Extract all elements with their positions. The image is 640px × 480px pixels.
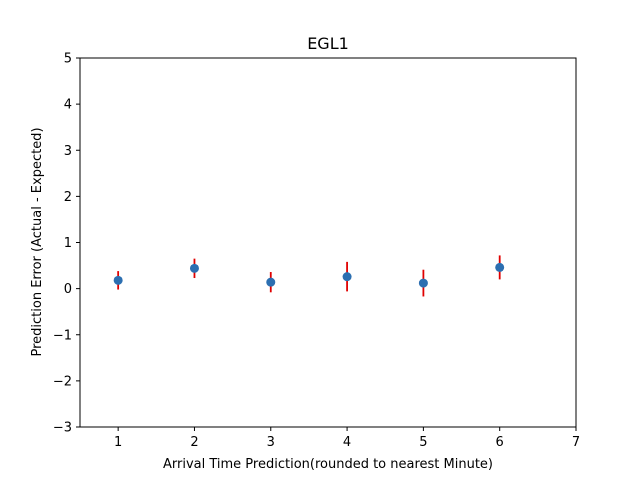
plot-frame <box>79 57 577 428</box>
x-tick-label: 5 <box>419 435 427 450</box>
y-tick-label: −3 <box>53 421 72 436</box>
x-tick-label: 7 <box>572 435 580 450</box>
y-axis: −3 −2 −1 0 1 2 3 4 5 <box>53 52 80 436</box>
x-tick-label: 3 <box>267 435 275 450</box>
y-tick-label: 4 <box>64 98 72 113</box>
errorbar-group <box>117 255 501 297</box>
y-axis-label: Prediction Error (Actual - Expected) <box>30 127 45 356</box>
y-tick-label: 1 <box>64 236 72 251</box>
x-axis: 1 2 3 4 5 6 7 <box>114 427 580 450</box>
data-point <box>418 278 428 288</box>
chart-title: EGL1 <box>307 34 349 53</box>
y-tick-label: −1 <box>53 328 72 343</box>
y-tick-label: −2 <box>53 374 72 389</box>
data-point <box>189 263 199 273</box>
x-tick-label: 2 <box>190 435 198 450</box>
y-tick-label: 3 <box>64 144 72 159</box>
x-axis-label: Arrival Time Prediction(rounded to neare… <box>163 457 493 472</box>
x-tick-label: 1 <box>114 435 122 450</box>
y-tick-label: 5 <box>64 52 72 67</box>
data-point <box>113 275 123 285</box>
x-tick-label: 4 <box>343 435 351 450</box>
data-point <box>495 262 505 272</box>
x-tick-label: 6 <box>496 435 504 450</box>
y-tick-label: 0 <box>64 282 72 297</box>
data-point <box>266 277 276 287</box>
data-point <box>342 272 352 282</box>
point-group <box>113 262 505 288</box>
y-tick-label: 2 <box>64 190 72 205</box>
